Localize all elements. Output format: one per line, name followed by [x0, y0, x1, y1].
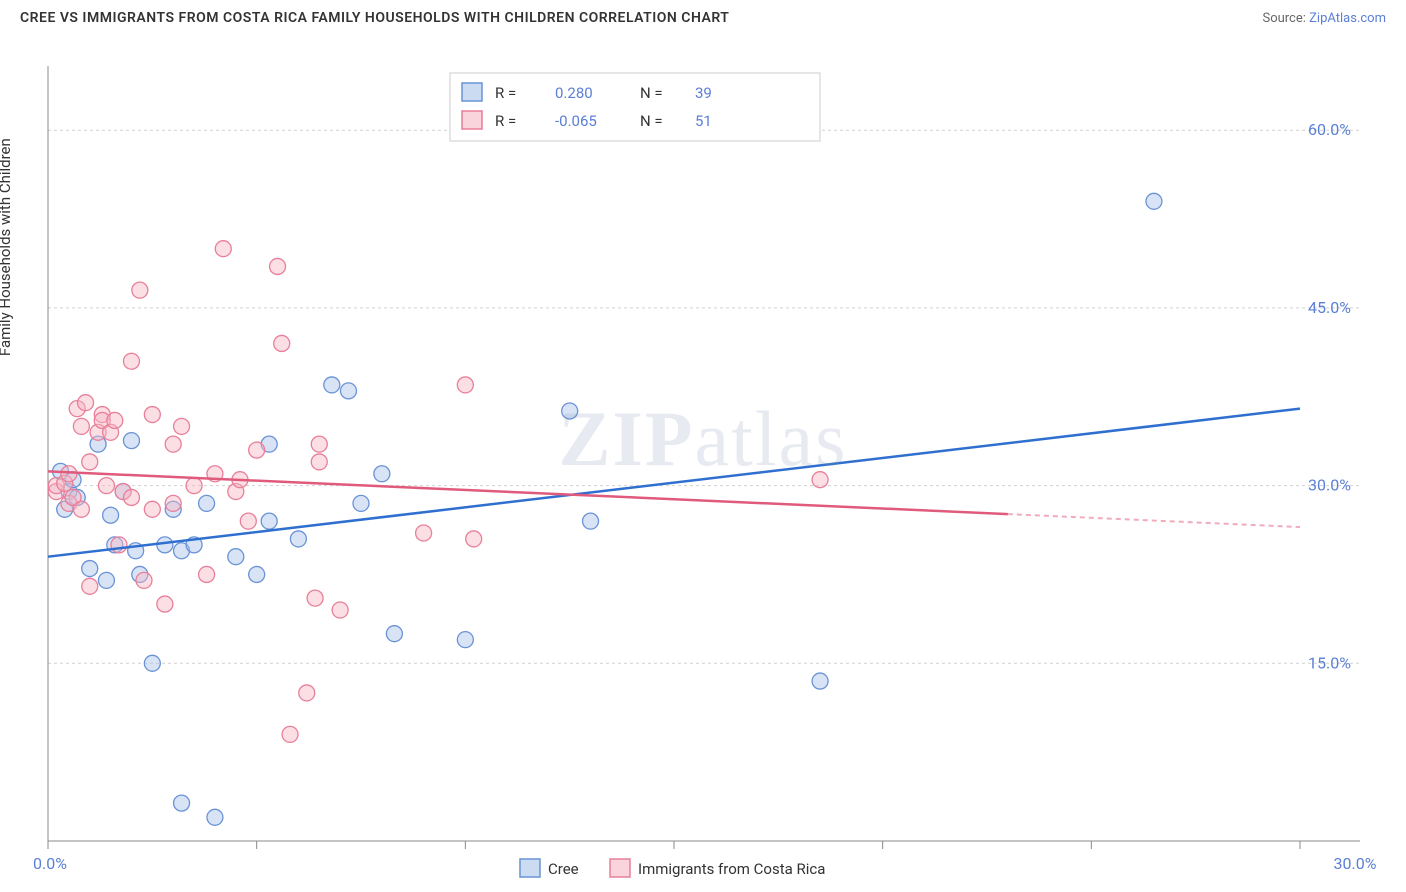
data-point [374, 466, 390, 482]
chart-header: CREE VS IMMIGRANTS FROM COSTA RICA FAMIL… [0, 0, 1406, 31]
legend-swatch [520, 859, 540, 877]
data-point [812, 673, 828, 689]
data-point [144, 655, 160, 671]
source-link[interactable]: ZipAtlas.com [1309, 11, 1386, 26]
data-point [812, 472, 828, 488]
data-point [416, 525, 432, 541]
legend-swatch [462, 111, 482, 129]
data-point [78, 395, 94, 411]
r-label: R = [495, 84, 516, 102]
data-point [157, 537, 173, 553]
data-point [186, 478, 202, 494]
data-point [199, 495, 215, 511]
data-point [73, 501, 89, 517]
y-tick-label: 60.0% [1308, 120, 1351, 139]
n-label: N = [640, 112, 663, 130]
r-value: -0.065 [555, 112, 597, 130]
legend-swatch [610, 859, 630, 877]
data-point [207, 809, 223, 825]
data-point [282, 726, 298, 742]
data-point [103, 507, 119, 523]
data-point [270, 258, 286, 274]
y-axis-label: Family Households with Children [0, 138, 14, 356]
data-point [174, 418, 190, 434]
y-tick-label: 15.0% [1308, 653, 1351, 672]
data-point [199, 566, 215, 582]
data-point [274, 335, 290, 351]
data-point [261, 513, 277, 529]
x-tick-label: 0.0% [33, 854, 67, 873]
data-point [249, 442, 265, 458]
data-point [228, 549, 244, 565]
data-point [174, 795, 190, 811]
r-label: R = [495, 112, 516, 130]
data-point [98, 478, 114, 494]
n-value: 39 [695, 84, 712, 102]
data-point [157, 596, 173, 612]
data-point [123, 489, 139, 505]
trend-line-extrapolated [1008, 514, 1300, 527]
data-point [132, 282, 148, 298]
chart-title: CREE VS IMMIGRANTS FROM COSTA RICA FAMIL… [20, 10, 729, 26]
data-point [353, 495, 369, 511]
chart-source: Source: ZipAtlas.com [1262, 11, 1386, 26]
r-value: 0.280 [555, 84, 593, 102]
data-point [583, 513, 599, 529]
y-tick-label: 30.0% [1308, 476, 1351, 495]
scatter-chart-svg: 15.0% 30.0% 45.0% 60.0% 0.0% 30.0% R = 0.280 N =… [0, 31, 1406, 881]
data-point [457, 377, 473, 393]
data-point [386, 626, 402, 642]
data-point [307, 590, 323, 606]
data-point [324, 377, 340, 393]
data-point [111, 537, 127, 553]
data-point [136, 572, 152, 588]
source-prefix: Source: [1262, 11, 1309, 26]
y-tick-label: 45.0% [1308, 298, 1351, 317]
chart-container: Family Households with Children ZIPatlas… [0, 31, 1406, 881]
data-point [215, 241, 231, 257]
data-point [123, 353, 139, 369]
data-point [290, 531, 306, 547]
n-label: N = [640, 84, 663, 102]
data-point [123, 433, 139, 449]
n-value: 51 [695, 112, 712, 130]
data-point [165, 436, 181, 452]
data-point [340, 383, 356, 399]
data-point [299, 685, 315, 701]
data-point [240, 513, 256, 529]
data-point [332, 602, 348, 618]
data-point [98, 572, 114, 588]
data-point [144, 407, 160, 423]
data-point [107, 412, 123, 428]
data-point [144, 501, 160, 517]
data-point [1146, 193, 1162, 209]
data-point [311, 454, 327, 470]
data-point [311, 436, 327, 452]
data-point [82, 561, 98, 577]
data-point [82, 578, 98, 594]
data-point [457, 632, 473, 648]
data-point [249, 566, 265, 582]
data-point [82, 454, 98, 470]
legend-label: Immigrants from Costa Rica [638, 860, 825, 878]
data-point [73, 418, 89, 434]
data-point [165, 495, 181, 511]
data-point [562, 403, 578, 419]
data-point [466, 531, 482, 547]
legend-label: Cree [548, 860, 579, 878]
legend-swatch [462, 83, 482, 101]
x-tick-label: 30.0% [1334, 854, 1377, 873]
